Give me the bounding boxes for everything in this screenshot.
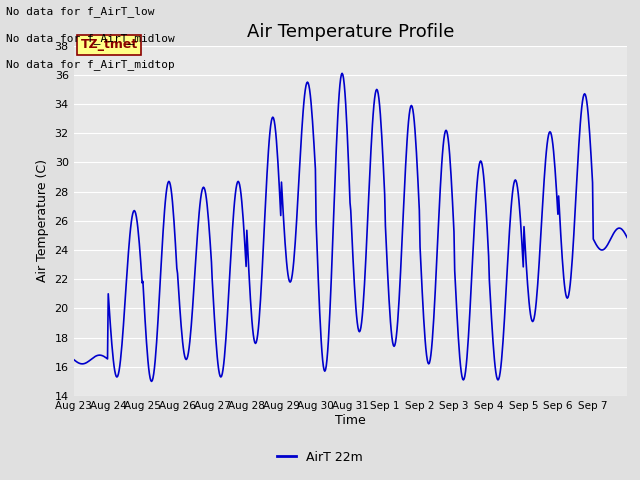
Title: Air Temperature Profile: Air Temperature Profile bbox=[246, 23, 454, 41]
Text: No data for f_AirT_midlow: No data for f_AirT_midlow bbox=[6, 33, 175, 44]
Text: No data for f_AirT_low: No data for f_AirT_low bbox=[6, 6, 155, 17]
X-axis label: Time: Time bbox=[335, 414, 366, 427]
Text: No data for f_AirT_midtop: No data for f_AirT_midtop bbox=[6, 59, 175, 70]
Text: TZ_tmet: TZ_tmet bbox=[81, 38, 138, 51]
Legend: AirT 22m: AirT 22m bbox=[272, 446, 368, 469]
Y-axis label: Air Temperature (C): Air Temperature (C) bbox=[36, 159, 49, 282]
